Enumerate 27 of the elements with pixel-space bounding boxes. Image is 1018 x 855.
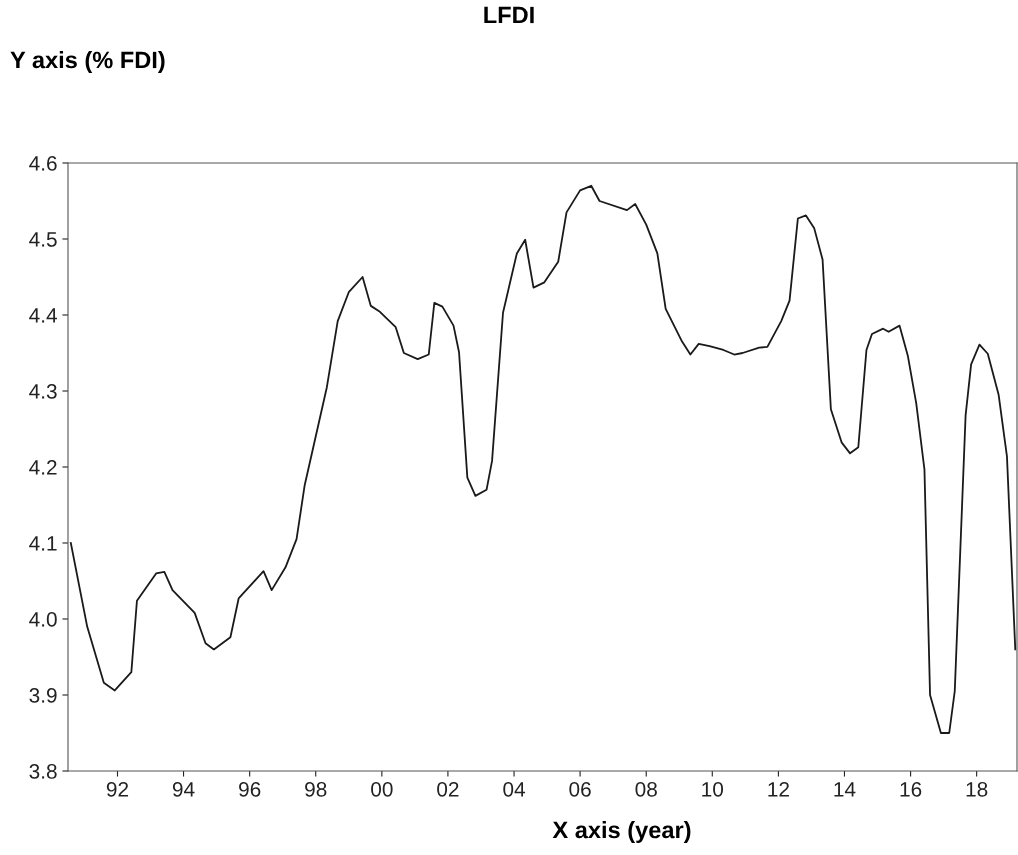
y-tick-label: 4.6	[29, 156, 57, 171]
y-tick-label: 4.4	[29, 308, 57, 323]
x-tick-label: 06	[569, 781, 591, 797]
x-tick-label: 08	[635, 781, 657, 797]
x-tick-label: 96	[239, 781, 261, 797]
x-tick-label: 10	[702, 781, 724, 797]
x-tick-label: 92	[106, 781, 129, 797]
y-tick-label: 4.5	[29, 232, 57, 247]
y-tick-label: 4.2	[29, 460, 57, 475]
y-tick-label: 4.3	[29, 384, 57, 399]
chart-title: LFDI	[484, 6, 534, 24]
x-tick-label: 04	[503, 781, 526, 797]
y-tick-label: 4.1	[29, 536, 57, 551]
x-tick-label: 94	[172, 781, 195, 797]
x-tick-label: 18	[966, 781, 988, 797]
y-tick-label: 3.8	[29, 764, 57, 779]
x-tick-label: 00	[371, 781, 393, 797]
x-tick-label: 12	[768, 781, 789, 797]
x-tick-label: 02	[437, 781, 459, 797]
x-tick-label: 98	[305, 781, 327, 797]
x-tick-label: 16	[900, 781, 922, 797]
y-tick-label: 4.0	[29, 612, 57, 627]
line-series	[69, 184, 1017, 734]
x-axis-title: X axis (year)	[552, 820, 691, 844]
y-tick-label: 3.9	[29, 688, 57, 703]
y-axis-title: Y axis (% FDI)	[10, 51, 165, 74]
x-tick-label: 14	[834, 782, 856, 797]
